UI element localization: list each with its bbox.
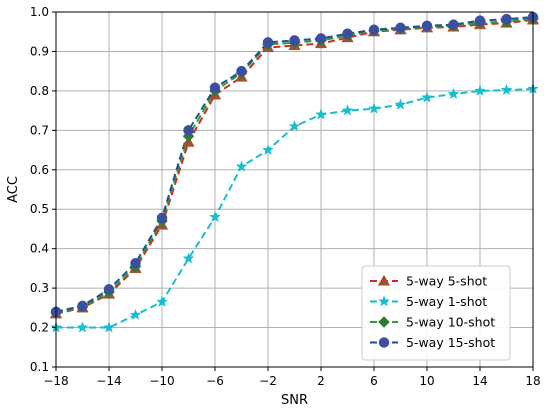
legend-marker — [378, 337, 390, 348]
data-point — [262, 37, 274, 48]
data-point — [474, 15, 486, 26]
x-tick-label: −18 — [43, 374, 68, 388]
legend: 5-way 5-shot 5-way 1-shot 5-way 10-shot 5-w… — [361, 265, 511, 361]
y-tick-label: 0.5 — [30, 202, 49, 216]
legend-box — [361, 265, 511, 361]
data-point — [156, 295, 168, 307]
data-point — [103, 284, 115, 295]
legend-label: 5-way 15-shot — [406, 335, 495, 350]
data-point — [183, 125, 194, 136]
y-tick-label: 0.7 — [30, 123, 49, 137]
data-point — [289, 35, 300, 46]
data-point — [448, 19, 459, 30]
x-tick-label: 6 — [370, 374, 378, 388]
data-point — [236, 65, 247, 77]
data-point — [394, 98, 407, 110]
y-tick-label: 0.4 — [30, 242, 49, 256]
y-tick-label: 0.6 — [30, 163, 49, 177]
data-point — [262, 143, 274, 156]
legend-label: 5-way 10-shot — [406, 315, 495, 330]
legend-marker — [378, 316, 390, 328]
data-point — [129, 308, 142, 320]
x-tick-label: 18 — [525, 374, 540, 388]
data-point — [500, 83, 513, 96]
data-point — [421, 20, 433, 32]
y-tick-label: 0.8 — [30, 84, 49, 98]
x-tick-label: −2 — [259, 374, 277, 388]
data-point — [209, 82, 221, 93]
data-point — [315, 108, 327, 120]
x-axis-label: SNR — [281, 393, 308, 408]
legend-label: 5-way 5-shot — [406, 274, 487, 289]
data-point — [130, 258, 141, 269]
data-point — [235, 160, 248, 172]
data-point — [103, 321, 115, 333]
data-point — [77, 300, 88, 312]
y-tick-label: 0.1 — [30, 360, 49, 374]
data-point — [501, 13, 512, 25]
y-tick-label: 0.2 — [30, 321, 49, 335]
data-point — [368, 102, 380, 114]
data-point — [288, 120, 301, 132]
x-tick-label: −10 — [149, 374, 174, 388]
x-tick-label: −6 — [206, 374, 224, 388]
x-tick-label: 2 — [317, 374, 325, 388]
data-point — [182, 252, 195, 264]
y-tick-label: 0.3 — [30, 281, 49, 295]
data-point — [342, 28, 353, 39]
data-point — [368, 24, 380, 35]
y-tick-label: 0.9 — [30, 44, 49, 58]
legend-label: 5-way 1-shot — [406, 294, 487, 309]
data-point — [209, 210, 221, 223]
legend-marker — [377, 274, 391, 286]
data-point — [156, 212, 168, 224]
data-point — [76, 321, 89, 333]
x-tick-label: 10 — [419, 374, 434, 388]
x-tick-label: 14 — [472, 374, 487, 388]
data-point — [474, 84, 486, 96]
legend-marker — [378, 295, 390, 307]
data-point — [341, 104, 354, 116]
y-axis-label: ACC — [6, 176, 21, 203]
y-tick-label: 1.0 — [30, 5, 49, 19]
data-point — [447, 87, 460, 100]
data-point — [421, 91, 433, 103]
axis-ticks: −18 −14 −10 −6 −2 2 6 10 14 18 0.1 0.2 0.3 0.4 0.5 0.6 0… — [30, 5, 541, 388]
data-point — [315, 33, 327, 44]
x-tick-label: −14 — [96, 374, 121, 388]
data-point — [395, 22, 406, 34]
plot-frame — [55, 11, 534, 368]
